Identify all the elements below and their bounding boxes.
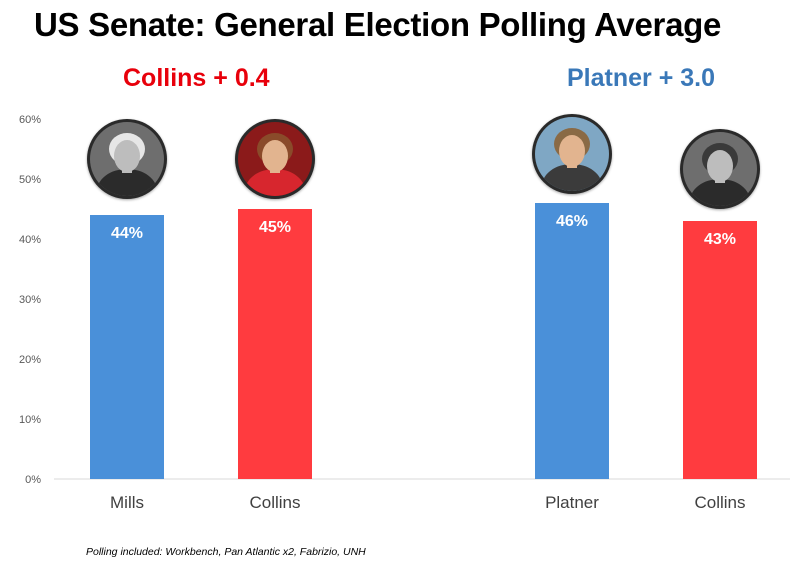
category-label: Collins [249, 493, 300, 512]
bar-data-label: 45% [259, 219, 291, 236]
candidate-photo [87, 119, 167, 199]
candidate-photo [235, 119, 315, 199]
bar [683, 221, 757, 479]
y-tick-label: 10% [19, 414, 41, 426]
y-tick-label: 60% [19, 114, 41, 126]
matchup-2-margin-label: Platner + 3.0 [567, 64, 715, 92]
bar [238, 209, 312, 479]
y-tick-label: 50% [19, 174, 41, 186]
matchup-1-margin-label: Collins + 0.4 [123, 64, 270, 92]
bar-data-label: 46% [556, 213, 588, 230]
y-tick-label: 30% [19, 294, 41, 306]
bar [90, 215, 164, 479]
y-tick-label: 0% [25, 474, 41, 486]
bar-data-label: 44% [111, 225, 143, 242]
candidate-photo [532, 114, 612, 194]
bars: 44% Mills 45% Collins 46% Platner 43% Collins [90, 203, 757, 512]
polling-footnote: Polling included: Workbench, Pan Atlanti… [86, 546, 366, 558]
y-tick-label: 20% [19, 354, 41, 366]
category-label: Platner [545, 493, 599, 512]
bar [535, 203, 609, 479]
bar-data-label: 43% [704, 231, 736, 248]
candidate-photos [87, 114, 760, 209]
y-tick-label: 40% [19, 234, 41, 246]
candidate-photo [680, 129, 760, 209]
y-axis: 0% 10% 20% 30% 40% 50% 60% [19, 114, 790, 486]
chart-title: US Senate: General Election Polling Aver… [34, 6, 722, 43]
category-label: Collins [694, 493, 745, 512]
category-label: Mills [110, 493, 144, 512]
